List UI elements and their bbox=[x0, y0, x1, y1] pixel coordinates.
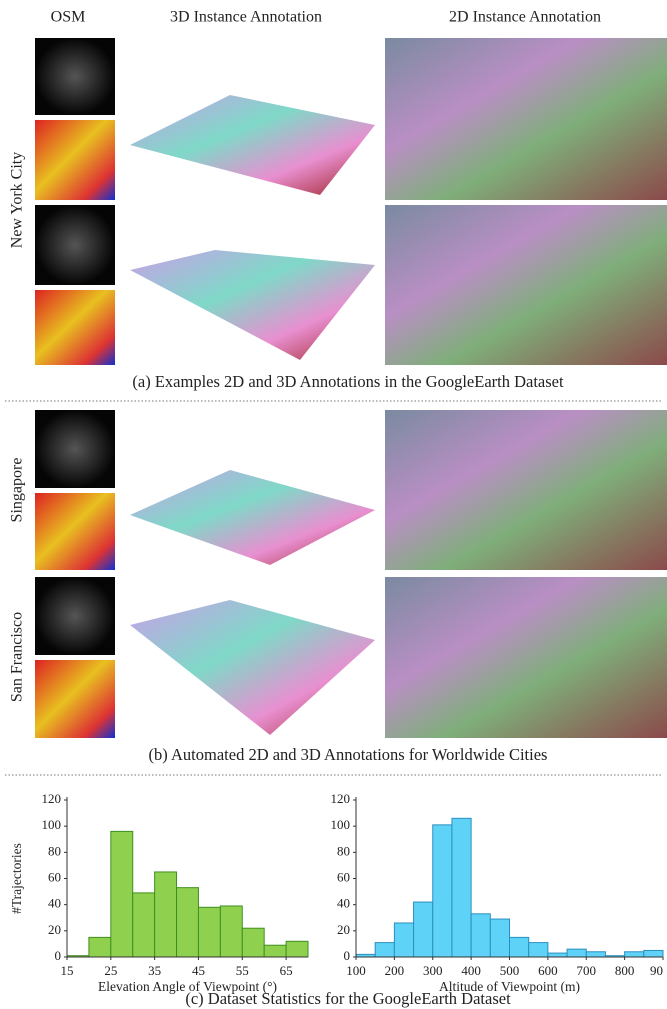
column-header: 3D Instance Annotation bbox=[170, 9, 322, 26]
column-header: OSM bbox=[51, 9, 86, 26]
bar bbox=[88, 936, 112, 958]
y-tick-label: 100 bbox=[42, 817, 62, 832]
bar bbox=[489, 918, 510, 958]
bar bbox=[374, 942, 395, 958]
osm-image bbox=[35, 120, 115, 200]
3d-annotation-image bbox=[130, 470, 375, 565]
x-tick-label: 25 bbox=[104, 963, 117, 978]
image-grid bbox=[35, 38, 667, 738]
caption: (c) Dataset Statistics for the GoogleEar… bbox=[185, 989, 511, 1008]
y-tick-label: 60 bbox=[48, 869, 61, 884]
x-tick-label: 800 bbox=[615, 963, 635, 978]
bar bbox=[241, 927, 265, 958]
bar bbox=[566, 948, 587, 958]
y-tick-label: 80 bbox=[48, 843, 61, 858]
bar bbox=[528, 942, 549, 958]
osm-image bbox=[35, 205, 115, 285]
y-tick-label: 60 bbox=[337, 869, 350, 884]
bar bbox=[285, 940, 309, 958]
bar bbox=[624, 951, 645, 958]
3d-annotation-image bbox=[130, 250, 375, 360]
2d-annotation-image bbox=[385, 38, 667, 200]
x-axis-label: Altitude of Viewpoint (m) bbox=[439, 979, 580, 994]
y-tick-label: 20 bbox=[337, 922, 350, 937]
3d-annotation-image bbox=[130, 600, 375, 735]
caption: (b) Automated 2D and 3D Annotations for … bbox=[149, 745, 548, 764]
osm-image bbox=[35, 493, 115, 570]
column-header: 2D Instance Annotation bbox=[449, 9, 601, 26]
bar bbox=[547, 952, 568, 958]
x-tick-label: 300 bbox=[423, 963, 443, 978]
y-tick-label: 40 bbox=[337, 896, 350, 911]
bar bbox=[585, 951, 606, 958]
osm-image bbox=[35, 38, 115, 115]
y-tick-label: 0 bbox=[344, 948, 351, 963]
bar bbox=[509, 936, 530, 958]
bar bbox=[219, 905, 243, 958]
x-tick-label: 500 bbox=[500, 963, 520, 978]
x-tick-label: 35 bbox=[148, 963, 161, 978]
bar bbox=[413, 901, 434, 958]
osm-image bbox=[35, 290, 115, 365]
2d-annotation-image bbox=[385, 205, 667, 365]
bar bbox=[393, 922, 415, 958]
row-label: San Francisco bbox=[9, 612, 26, 702]
y-tick-label: 40 bbox=[48, 896, 61, 911]
x-tick-label: 90 bbox=[650, 963, 663, 978]
osm-image bbox=[35, 577, 115, 655]
bar bbox=[132, 892, 156, 958]
3d-annotation-image bbox=[130, 95, 375, 195]
x-tick-label: 100 bbox=[346, 963, 366, 978]
y-tick-label: 120 bbox=[331, 791, 351, 806]
y-tick-label: 20 bbox=[48, 922, 61, 937]
row-label: New York City bbox=[9, 152, 26, 248]
bar bbox=[432, 824, 453, 958]
caption: (a) Examples 2D and 3D Annotations in th… bbox=[132, 372, 564, 391]
bar bbox=[451, 817, 472, 958]
row-label: Singapore bbox=[9, 458, 26, 523]
2d-annotation-image bbox=[385, 410, 667, 570]
2d-annotation-image bbox=[385, 577, 667, 738]
x-tick-label: 700 bbox=[577, 963, 597, 978]
x-tick-label: 600 bbox=[538, 963, 558, 978]
y-tick-label: 100 bbox=[331, 817, 351, 832]
bar bbox=[263, 944, 287, 958]
x-tick-label: 55 bbox=[236, 963, 249, 978]
x-tick-label: 200 bbox=[385, 963, 405, 978]
osm-image bbox=[35, 660, 115, 738]
bar bbox=[176, 887, 199, 958]
x-tick-label: 400 bbox=[461, 963, 481, 978]
osm-image bbox=[35, 410, 115, 488]
y-axis-label: #Trajectories bbox=[9, 843, 24, 914]
bar bbox=[110, 830, 134, 958]
y-tick-label: 120 bbox=[42, 791, 62, 806]
bar bbox=[470, 913, 491, 958]
bar bbox=[643, 949, 664, 958]
bar bbox=[154, 871, 178, 958]
bar bbox=[197, 906, 221, 958]
x-tick-label: 45 bbox=[192, 963, 205, 978]
x-tick-label: 65 bbox=[280, 963, 293, 978]
y-tick-label: 0 bbox=[55, 948, 62, 963]
x-tick-label: 15 bbox=[61, 963, 74, 978]
y-tick-label: 80 bbox=[337, 843, 350, 858]
x-axis-label: Elevation Angle of Viewpoint (°) bbox=[98, 979, 277, 994]
